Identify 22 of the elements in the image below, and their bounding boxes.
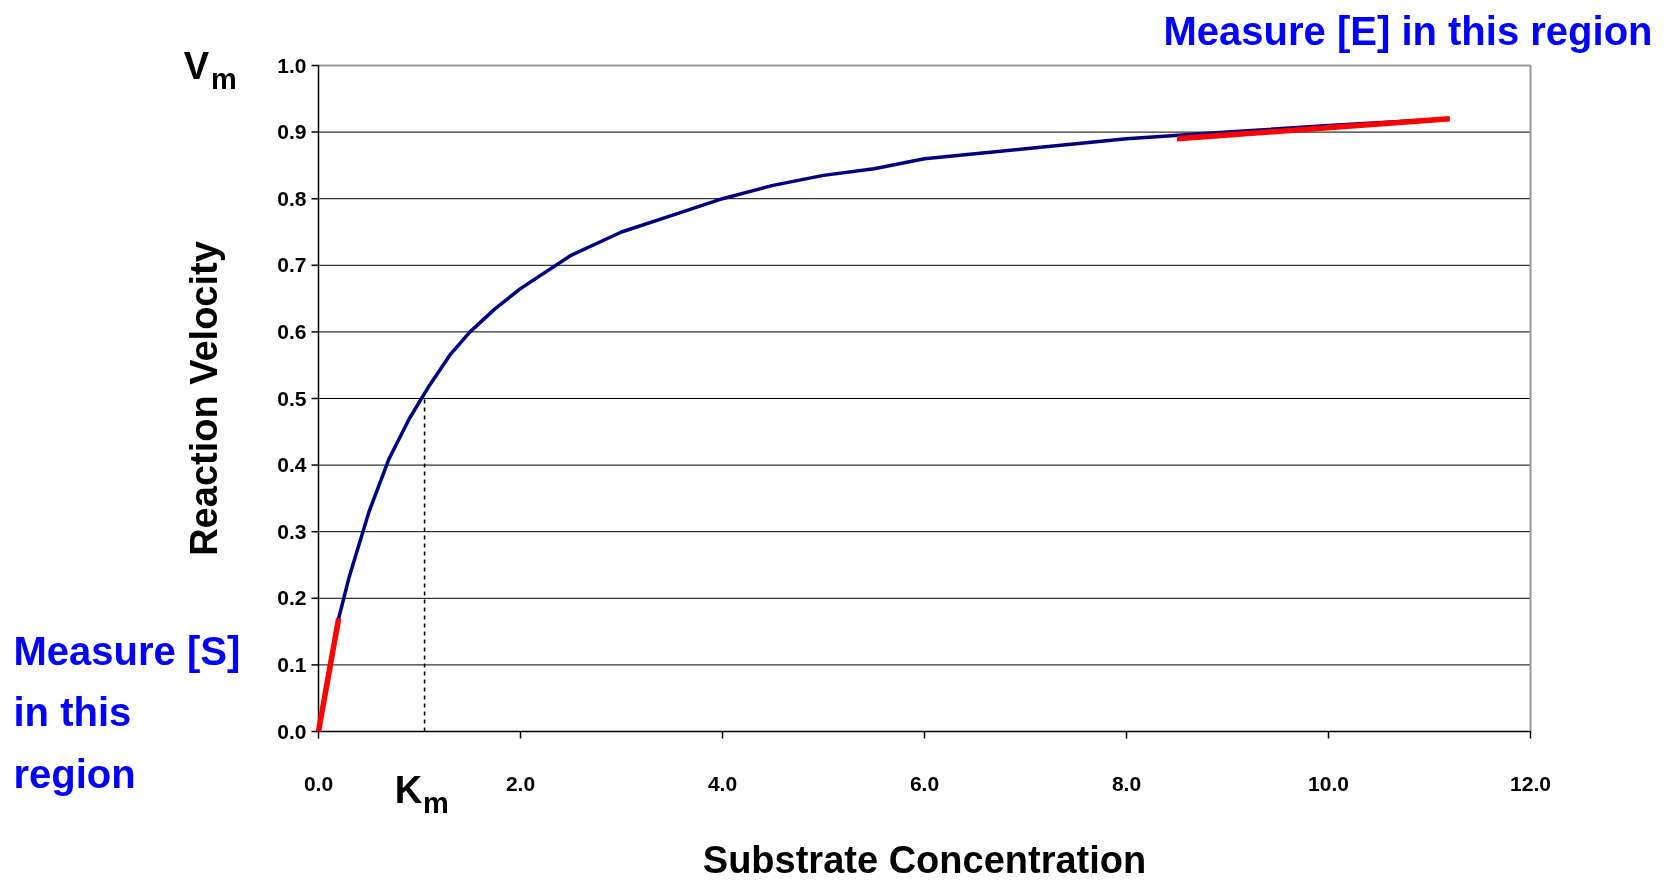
x-tick-label: 0.0 [303,771,334,795]
y-tick-label: 0.4 [277,453,307,477]
y-tick-label: 0.0 [277,719,307,743]
y-tick-label: 0.1 [277,652,307,676]
y-axis-title: Reaction Velocity [182,241,225,556]
x-axis-title: Substrate Concentration [702,838,1147,881]
x-tick-label: 2.0 [505,771,536,795]
x-tick-label: 12.0 [1510,771,1551,795]
text: Measure [E] in this region [1163,8,1653,53]
y-tick-label: 0.7 [277,253,307,277]
y-tick-label: 0.5 [277,386,307,410]
y-tick-label: 0.8 [277,186,307,210]
y-tick-label: 0.6 [277,319,307,343]
x-tick-label: 4.0 [707,771,738,795]
y-tick-label: 0.3 [277,519,307,543]
text: Measure [S] in this region [13,628,241,797]
y-tick-label: 1.0 [277,53,307,77]
x-tick-label: 8.0 [1111,771,1142,795]
x-tick-label: 10.0 [1308,771,1349,795]
x-tick-label: 6.0 [909,771,940,795]
y-tick-label: 0.2 [277,586,307,610]
y-tick-label: 0.9 [277,120,307,144]
